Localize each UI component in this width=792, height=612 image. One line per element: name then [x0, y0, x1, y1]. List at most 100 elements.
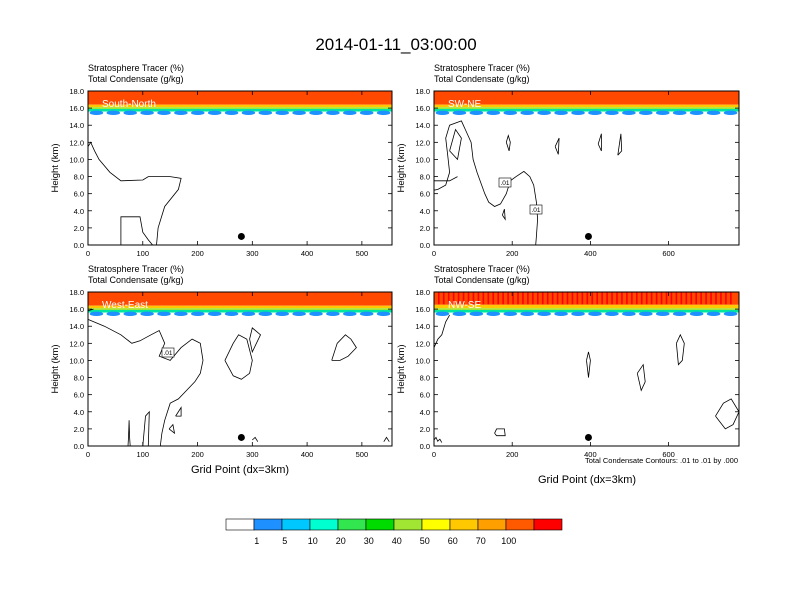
condensate-contour	[142, 410, 150, 447]
tracer-blob-5	[343, 311, 357, 317]
tracer-streak-100	[586, 292, 589, 305]
tracer-layer-100	[88, 292, 392, 306]
y-tick-label: 16.0	[69, 104, 84, 113]
tracer-streak-100	[715, 292, 717, 305]
tracer-streak-100	[650, 292, 653, 305]
colorbar-label: 30	[364, 536, 374, 546]
panel-sw-ne: .01 .01 SW-NE Stratosphere Tracer (%)Total …	[396, 63, 740, 258]
x-tick-label: 200	[191, 249, 204, 258]
tracer-blob-5	[435, 110, 450, 116]
tracer-blob-5	[571, 311, 585, 317]
y-tick-label: 12.0	[69, 339, 84, 348]
y-tick-label: 2.0	[74, 425, 84, 434]
tracer-blob-5	[537, 110, 551, 116]
tracer-streak-100	[576, 292, 579, 305]
tracer-streak-100	[452, 292, 455, 305]
tracer-streak-100	[655, 292, 658, 305]
tracer-streak-100	[631, 292, 633, 305]
condensate-contour	[175, 406, 182, 417]
tracer-blob-5	[689, 311, 704, 317]
x-tick-label: 300	[246, 450, 259, 459]
colorbar-swatch	[421, 518, 451, 531]
y-tick-label: 6.0	[420, 190, 430, 199]
condensate-contour	[127, 420, 131, 447]
tracer-blob-5	[452, 110, 467, 116]
tracer-blob-5	[224, 110, 239, 116]
y-tick-label: 14.0	[69, 121, 84, 130]
y-axis-label: Height (km)	[50, 143, 61, 192]
x-tick-label: 500	[356, 249, 369, 258]
plot-frame	[87, 90, 393, 246]
tracer-blob-5	[486, 311, 501, 317]
tracer-layer-60	[434, 304, 739, 309]
tracer-blob-5	[520, 311, 534, 317]
tracer-layer-60	[88, 305, 392, 309]
tracer-layer-20	[434, 309, 739, 313]
y-tick-label: 10.0	[69, 155, 84, 164]
tracer-blob-5	[140, 311, 154, 317]
y-tick-label: 0.0	[74, 241, 84, 250]
tracer-layer-60	[88, 104, 392, 108]
x-tick-label: 200	[191, 450, 204, 459]
tracer-streak-100	[665, 292, 668, 305]
y-tick-label: 4.0	[420, 207, 430, 216]
tracer-blob-5	[503, 110, 518, 116]
tracer-streak-100	[546, 292, 549, 305]
tracer-blob-5	[309, 311, 323, 317]
condensate-contour	[87, 141, 182, 246]
panel-title-line: Total Condensate (g/kg)	[434, 275, 530, 285]
tracer-streak-100	[640, 292, 643, 305]
tracer-blob-5	[157, 311, 171, 317]
tracer-blob-5	[359, 311, 374, 317]
tracer-layer-40	[88, 308, 392, 310]
panel-title-line: Stratosphere Tracer (%)	[88, 63, 184, 73]
y-tick-label: 8.0	[420, 173, 430, 182]
tracer-blob-5	[326, 311, 340, 317]
x-tick-label: 0	[432, 249, 436, 258]
tracer-blob-5	[639, 311, 653, 317]
tracer-blob-5	[723, 110, 738, 116]
tracer-blob-5	[723, 311, 738, 317]
tracer-streak-100	[601, 292, 603, 305]
tracer-streak-100	[551, 292, 554, 305]
y-tick-label: 18.0	[69, 87, 84, 96]
contour-label: .01	[163, 350, 172, 357]
tracer-blob-5	[207, 110, 222, 116]
y-axis-label: Height (km)	[396, 143, 407, 192]
contour-label: .01	[531, 207, 540, 214]
contour-label-box	[529, 204, 543, 215]
tracer-blob-5	[241, 311, 256, 317]
colorbar-label: 60	[448, 536, 458, 546]
condensate-contour	[252, 436, 259, 442]
tracer-streak-100	[581, 292, 584, 305]
tracer-blob-5	[123, 110, 137, 116]
colorbar-label: 20	[336, 536, 346, 546]
colorbar-swatch	[449, 518, 479, 531]
tracer-blob-5	[89, 311, 104, 317]
tracer-blob-5	[326, 110, 340, 116]
colorbar-label: 5	[282, 536, 287, 546]
y-axis-label: Height (km)	[396, 344, 407, 393]
colorbar-swatch	[393, 518, 423, 531]
tracer-blob-5	[191, 311, 205, 317]
colorbar-swatch	[477, 518, 507, 531]
tracer-blob-5	[469, 110, 484, 116]
tracer-blob-5	[106, 311, 121, 317]
y-tick-label: 14.0	[69, 322, 84, 331]
condensate-contour	[331, 334, 357, 361]
tracer-streak-100	[472, 292, 475, 305]
tracer-streak-100	[571, 292, 574, 305]
tracer-streak-100	[645, 292, 648, 305]
colorbar-swatch	[337, 518, 367, 531]
condensate-contour	[676, 333, 685, 366]
tracer-streak-100	[621, 292, 623, 305]
tracer-blob-5	[309, 110, 323, 116]
tracer-layer-20	[88, 309, 392, 313]
tracer-streak-100	[537, 292, 539, 305]
tracer-blob-5	[241, 110, 256, 116]
colorbar-label: 70	[476, 536, 486, 546]
y-tick-label: 18.0	[415, 87, 430, 96]
tracer-blob-5	[174, 110, 188, 116]
tracer-blob-5	[89, 110, 104, 116]
